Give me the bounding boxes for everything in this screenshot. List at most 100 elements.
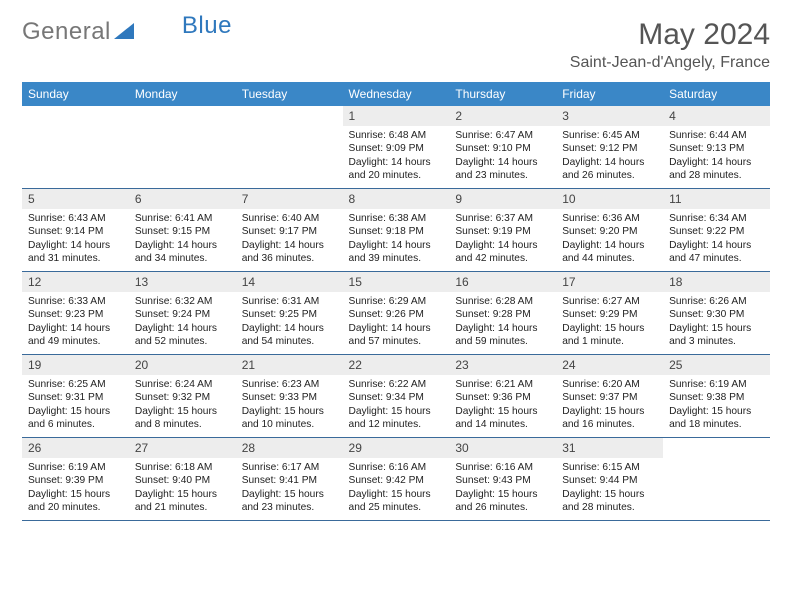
day-header: Sunday <box>22 82 129 106</box>
day-number: 9 <box>449 189 556 210</box>
sunrise-text: Sunrise: 6:15 AM <box>562 461 657 474</box>
sunset-text: Sunset: 9:15 PM <box>135 225 230 238</box>
sunrise-text: Sunrise: 6:23 AM <box>242 378 337 391</box>
day-number: 27 <box>129 438 236 459</box>
day-cell: Sunrise: 6:34 AMSunset: 9:22 PMDaylight:… <box>663 209 770 272</box>
day-cell: Sunrise: 6:17 AMSunset: 9:41 PMDaylight:… <box>236 458 343 521</box>
daylight-text-1: Daylight: 15 hours <box>669 405 764 418</box>
daylight-text-1: Daylight: 14 hours <box>135 239 230 252</box>
sunset-text: Sunset: 9:36 PM <box>455 391 550 404</box>
daylight-text-1: Daylight: 14 hours <box>349 156 444 169</box>
header: General Blue May 2024 Saint-Jean-d'Angel… <box>22 18 770 72</box>
sunset-text: Sunset: 9:30 PM <box>669 308 764 321</box>
sunrise-text: Sunrise: 6:17 AM <box>242 461 337 474</box>
day-number: 4 <box>663 106 770 126</box>
daylight-text-1: Daylight: 15 hours <box>28 488 123 501</box>
day-number: 17 <box>556 272 663 293</box>
day-cell: Sunrise: 6:33 AMSunset: 9:23 PMDaylight:… <box>22 292 129 355</box>
sunset-text: Sunset: 9:25 PM <box>242 308 337 321</box>
sunrise-text: Sunrise: 6:19 AM <box>28 461 123 474</box>
day-number: 11 <box>663 189 770 210</box>
sunset-text: Sunset: 9:44 PM <box>562 474 657 487</box>
day-number: 6 <box>129 189 236 210</box>
brand-part1: General <box>22 18 111 46</box>
day-number-row: 19202122232425 <box>22 355 770 376</box>
daylight-text-1: Daylight: 14 hours <box>455 322 550 335</box>
sunset-text: Sunset: 9:41 PM <box>242 474 337 487</box>
daylight-text-1: Daylight: 14 hours <box>28 239 123 252</box>
daylight-text-2: and 57 minutes. <box>349 335 444 348</box>
daylight-text-1: Daylight: 15 hours <box>455 488 550 501</box>
sunrise-text: Sunrise: 6:31 AM <box>242 295 337 308</box>
daylight-text-1: Daylight: 14 hours <box>562 239 657 252</box>
day-number-row: 262728293031 <box>22 438 770 459</box>
day-number: 24 <box>556 355 663 376</box>
daylight-text-2: and 20 minutes. <box>349 169 444 182</box>
day-info-row: Sunrise: 6:48 AMSunset: 9:09 PMDaylight:… <box>22 126 770 189</box>
month-title: May 2024 <box>570 18 770 52</box>
daylight-text-1: Daylight: 14 hours <box>349 322 444 335</box>
day-number: 14 <box>236 272 343 293</box>
sunrise-text: Sunrise: 6:21 AM <box>455 378 550 391</box>
day-number <box>129 106 236 126</box>
day-cell: Sunrise: 6:19 AMSunset: 9:39 PMDaylight:… <box>22 458 129 521</box>
day-header: Saturday <box>663 82 770 106</box>
sunrise-text: Sunrise: 6:28 AM <box>455 295 550 308</box>
day-header: Monday <box>129 82 236 106</box>
sunrise-text: Sunrise: 6:16 AM <box>349 461 444 474</box>
sunset-text: Sunset: 9:34 PM <box>349 391 444 404</box>
daylight-text-1: Daylight: 14 hours <box>242 239 337 252</box>
day-number: 25 <box>663 355 770 376</box>
day-cell: Sunrise: 6:23 AMSunset: 9:33 PMDaylight:… <box>236 375 343 438</box>
day-number: 29 <box>343 438 450 459</box>
day-number: 22 <box>343 355 450 376</box>
sunrise-text: Sunrise: 6:41 AM <box>135 212 230 225</box>
day-cell <box>129 126 236 189</box>
sunset-text: Sunset: 9:10 PM <box>455 142 550 155</box>
daylight-text-2: and 8 minutes. <box>135 418 230 431</box>
sunset-text: Sunset: 9:42 PM <box>349 474 444 487</box>
sunset-text: Sunset: 9:38 PM <box>669 391 764 404</box>
daylight-text-2: and 39 minutes. <box>349 252 444 265</box>
daylight-text-1: Daylight: 14 hours <box>669 239 764 252</box>
day-cell: Sunrise: 6:43 AMSunset: 9:14 PMDaylight:… <box>22 209 129 272</box>
sunrise-text: Sunrise: 6:48 AM <box>349 129 444 142</box>
day-cell: Sunrise: 6:24 AMSunset: 9:32 PMDaylight:… <box>129 375 236 438</box>
daylight-text-2: and 34 minutes. <box>135 252 230 265</box>
day-header: Wednesday <box>343 82 450 106</box>
daylight-text-1: Daylight: 14 hours <box>669 156 764 169</box>
sunset-text: Sunset: 9:26 PM <box>349 308 444 321</box>
daylight-text-2: and 12 minutes. <box>349 418 444 431</box>
day-number <box>663 438 770 459</box>
day-info-row: Sunrise: 6:33 AMSunset: 9:23 PMDaylight:… <box>22 292 770 355</box>
day-cell: Sunrise: 6:25 AMSunset: 9:31 PMDaylight:… <box>22 375 129 438</box>
day-cell: Sunrise: 6:16 AMSunset: 9:43 PMDaylight:… <box>449 458 556 521</box>
daylight-text-2: and 52 minutes. <box>135 335 230 348</box>
daylight-text-1: Daylight: 15 hours <box>349 405 444 418</box>
sunset-text: Sunset: 9:23 PM <box>28 308 123 321</box>
day-cell: Sunrise: 6:41 AMSunset: 9:15 PMDaylight:… <box>129 209 236 272</box>
day-number <box>236 106 343 126</box>
daylight-text-1: Daylight: 15 hours <box>135 405 230 418</box>
sunrise-text: Sunrise: 6:19 AM <box>669 378 764 391</box>
day-info-row: Sunrise: 6:25 AMSunset: 9:31 PMDaylight:… <box>22 375 770 438</box>
daylight-text-2: and 54 minutes. <box>242 335 337 348</box>
daylight-text-2: and 36 minutes. <box>242 252 337 265</box>
day-number: 3 <box>556 106 663 126</box>
daylight-text-2: and 10 minutes. <box>242 418 337 431</box>
day-header: Tuesday <box>236 82 343 106</box>
sunset-text: Sunset: 9:40 PM <box>135 474 230 487</box>
daylight-text-1: Daylight: 15 hours <box>562 488 657 501</box>
sunrise-text: Sunrise: 6:24 AM <box>135 378 230 391</box>
sunset-text: Sunset: 9:20 PM <box>562 225 657 238</box>
daylight-text-1: Daylight: 15 hours <box>455 405 550 418</box>
sunrise-text: Sunrise: 6:43 AM <box>28 212 123 225</box>
daylight-text-1: Daylight: 15 hours <box>135 488 230 501</box>
sunset-text: Sunset: 9:39 PM <box>28 474 123 487</box>
day-number: 7 <box>236 189 343 210</box>
daylight-text-2: and 59 minutes. <box>455 335 550 348</box>
sunset-text: Sunset: 9:28 PM <box>455 308 550 321</box>
sunset-text: Sunset: 9:33 PM <box>242 391 337 404</box>
day-number: 8 <box>343 189 450 210</box>
daylight-text-2: and 23 minutes. <box>455 169 550 182</box>
